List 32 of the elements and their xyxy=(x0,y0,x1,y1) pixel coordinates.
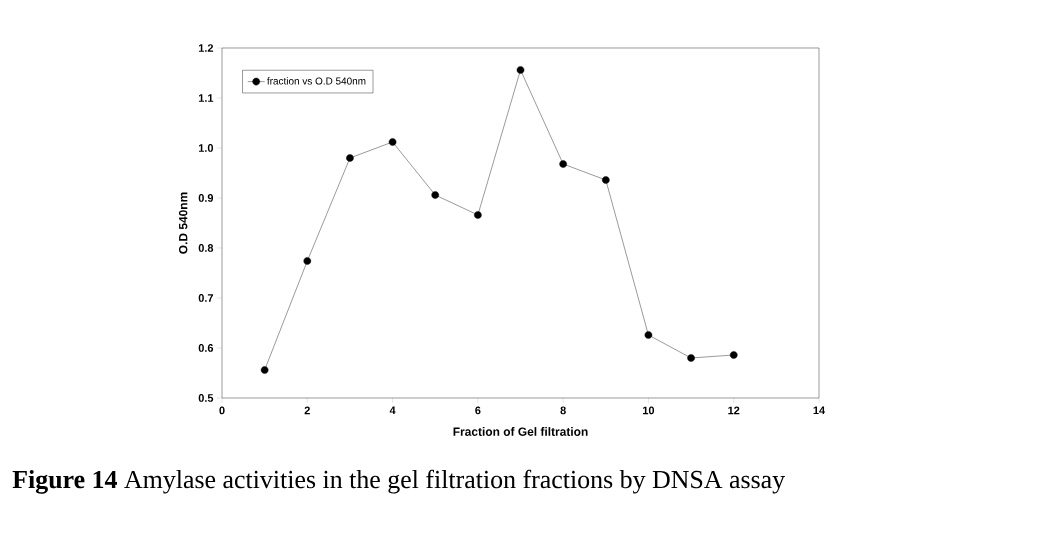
point xyxy=(431,191,440,199)
point xyxy=(516,66,525,74)
point xyxy=(474,211,482,219)
y-tick-label: 0.7 xyxy=(198,294,213,302)
text: Figure 14 Amylase activities in the gel filtration fractions by DNSA assay xyxy=(12,469,786,494)
y-axis-title: O.D 540nm xyxy=(178,192,188,254)
x-tick-label: 10 xyxy=(643,406,655,415)
x-tick-label: 14 xyxy=(813,406,826,415)
y-tick-label: 1.0 xyxy=(198,144,214,152)
point xyxy=(303,257,312,265)
y-tick-label: 0.5 xyxy=(198,394,214,402)
point xyxy=(687,354,695,362)
point xyxy=(388,138,397,146)
point xyxy=(729,351,738,359)
point xyxy=(602,176,610,184)
legend-label: fraction vs O.D 540nm xyxy=(267,77,366,85)
x-tick-label: 6 xyxy=(475,406,481,415)
point xyxy=(260,366,269,374)
y-tick-label: 0.8 xyxy=(198,244,214,252)
point xyxy=(644,331,653,339)
y-tick-label: 0.9 xyxy=(198,194,214,202)
x-tick-label: 4 xyxy=(389,406,396,415)
x-tick-label: 2 xyxy=(304,406,310,415)
y-tick-label: 1.1 xyxy=(198,94,214,102)
point xyxy=(346,154,354,162)
y-tick-label: 0.6 xyxy=(198,344,214,352)
point xyxy=(559,160,567,168)
x-tick-label: 8 xyxy=(560,406,566,415)
y-tick-label: 1.2 xyxy=(198,44,214,52)
x-axis-title: Fraction of Gel filtration xyxy=(453,427,588,436)
x-tick-label: 12 xyxy=(728,406,740,415)
x-tick-label: 0 xyxy=(219,406,225,415)
